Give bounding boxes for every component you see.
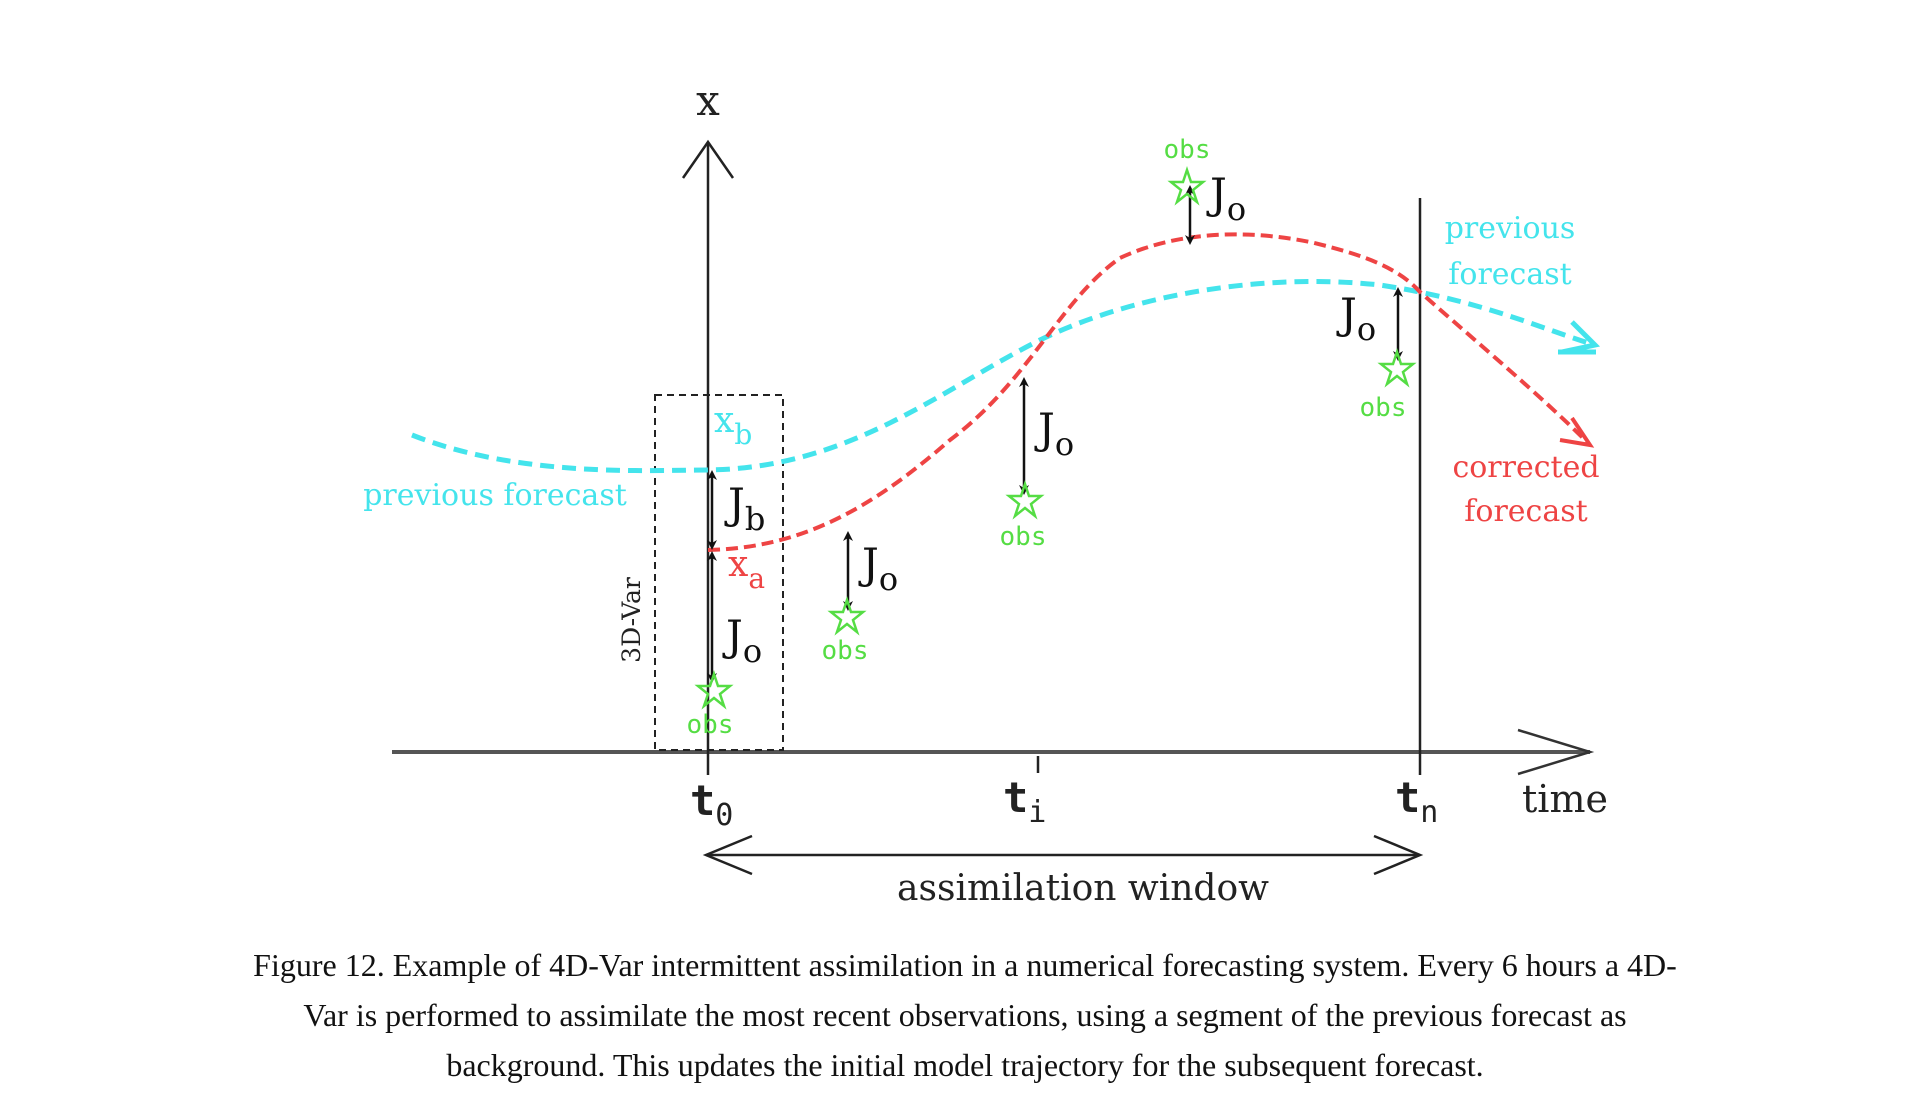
previous-forecast-label-right: previous forecast: [1445, 211, 1576, 292]
obs-star-2: [1005, 480, 1045, 520]
assimilation-window-label: assimilation window: [897, 868, 1269, 909]
previous-forecast-arrowhead: [1561, 320, 1601, 355]
jo-label-obs2: Jo: [1034, 404, 1074, 463]
corrected-forecast-arrowhead: [1559, 416, 1595, 448]
caption-line-1: Figure 12. Example of 4D-Var intermitten…: [253, 947, 1677, 983]
xa-label: xa: [728, 544, 765, 595]
figure-caption: Figure 12. Example of 4D-Var intermitten…: [140, 940, 1790, 1090]
caption-line-3: background. This updates the initial mod…: [446, 1047, 1484, 1083]
axes: [392, 139, 1595, 776]
obs-label-2: obs: [1000, 522, 1047, 552]
t0-label: t0: [690, 776, 733, 833]
obs-star-3: [1167, 166, 1207, 206]
obs-label-1: obs: [822, 636, 869, 666]
corrected-forecast-label: corrected forecast: [1452, 450, 1599, 529]
jo-label-t0: Jo: [722, 611, 762, 670]
4dvar-diagram: 3D-Var obs obs obs obs obs Jb Jo Jo Jo J…: [363, 76, 1608, 909]
3dvar-label: 3D-Var: [617, 577, 646, 663]
obs-label-t0: obs: [687, 710, 734, 740]
time-axis-arrowhead: [1517, 728, 1595, 776]
obs-star-1: [827, 596, 867, 636]
previous-forecast-curve: [411, 279, 1596, 474]
assimilation-window-arrow-right: [1373, 834, 1424, 876]
x-axis-label: x: [696, 76, 720, 125]
obs-label-4: obs: [1360, 393, 1407, 423]
obs-label-3: obs: [1164, 135, 1211, 165]
3dvar-box: [654, 394, 784, 751]
assimilation-window-arrow-left: [702, 834, 753, 876]
cost-arrows: [707, 185, 1403, 683]
x-axis-arrowhead: [681, 139, 735, 179]
jb-label: Jb: [724, 479, 765, 538]
jo-label-obs1: Jo: [858, 539, 898, 598]
caption-line-2: Var is performed to assimilate the most …: [303, 997, 1627, 1033]
time-axis-label: time: [1522, 777, 1608, 821]
previous-forecast-label-left: previous forecast: [363, 478, 627, 513]
obs-star-4: [1377, 348, 1417, 388]
corrected-forecast-curve: [707, 232, 1590, 552]
observations: [694, 166, 1417, 710]
jo-label-obs4: Jo: [1336, 289, 1376, 348]
obs-star-t0: [694, 670, 734, 710]
tn-label: tn: [1395, 773, 1438, 830]
xb-label: xb: [714, 400, 752, 451]
ti-label: ti: [1003, 773, 1046, 830]
jo-label-obs3: Jo: [1206, 169, 1246, 228]
